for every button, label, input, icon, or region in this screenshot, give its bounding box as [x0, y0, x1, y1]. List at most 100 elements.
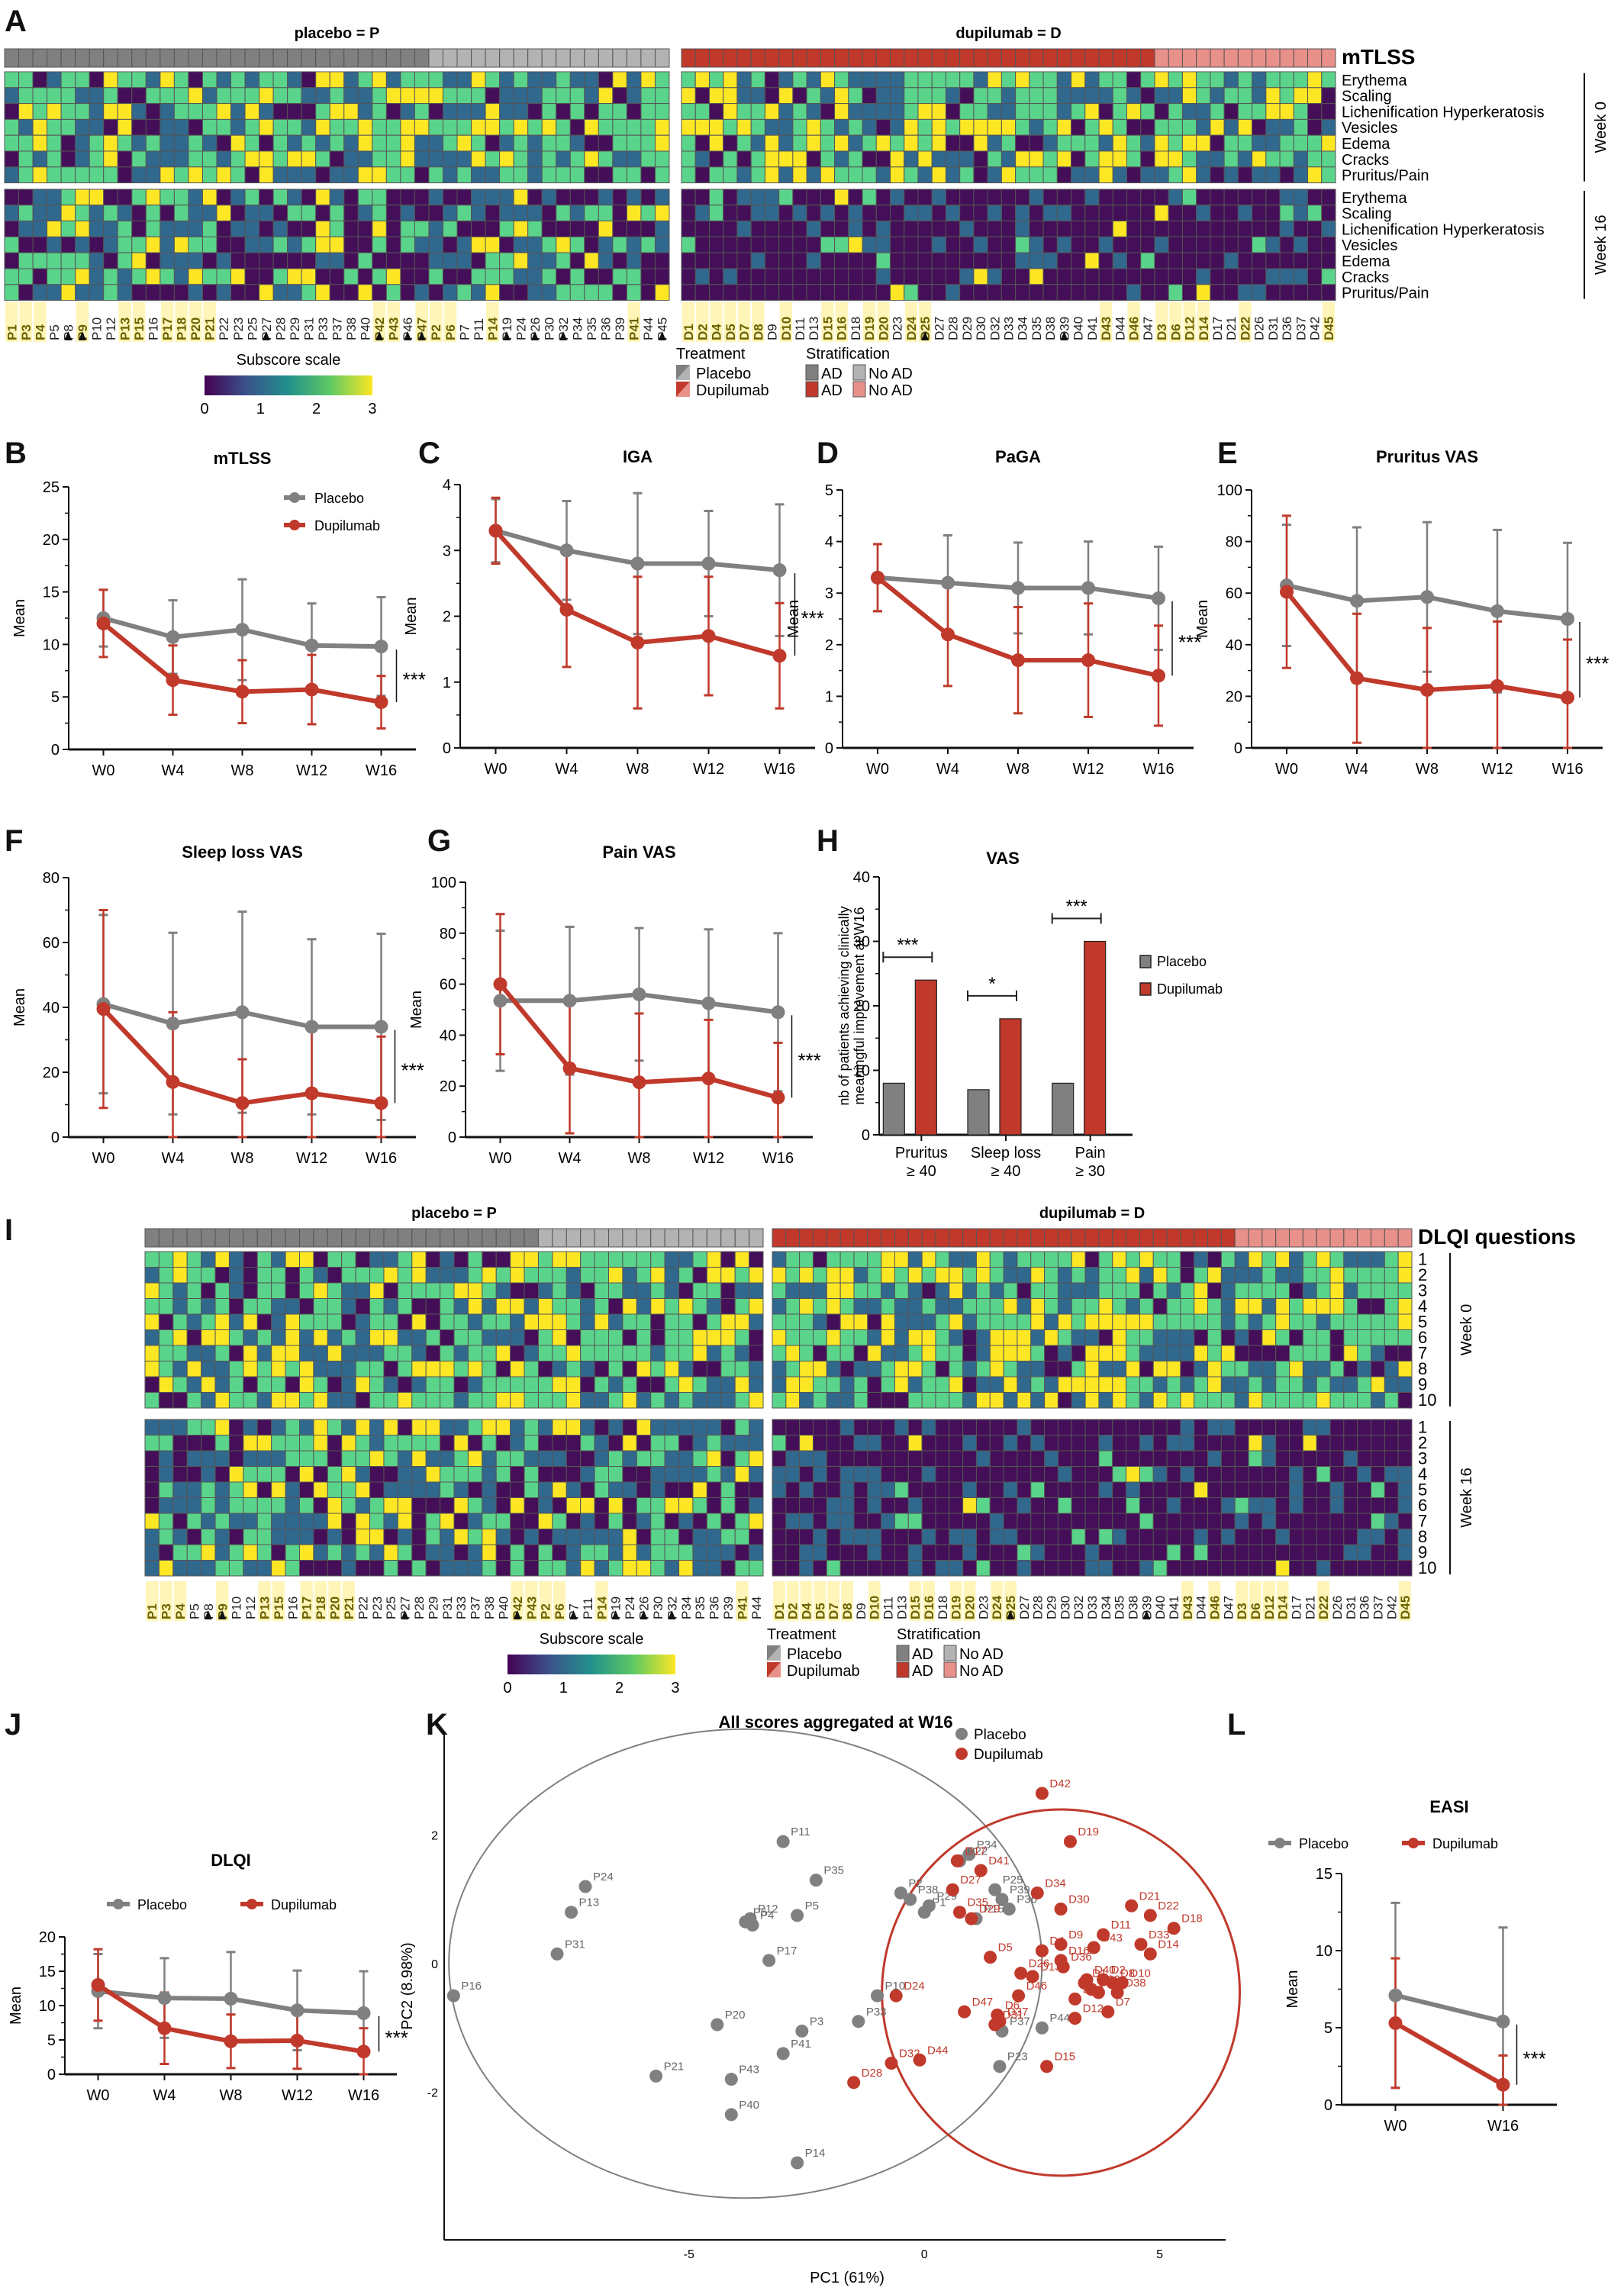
heatmap-cell	[299, 1267, 314, 1284]
heatmap-cell	[1181, 134, 1197, 152]
heatmap-cell	[369, 1329, 385, 1346]
heatmap-cell	[734, 1376, 750, 1393]
heatmap-cell	[1000, 150, 1017, 168]
y-tick-label: 40	[853, 869, 870, 886]
heatmap-cell	[812, 1497, 827, 1514]
panel-letter-g: G	[427, 824, 452, 858]
heatmap-cell	[1029, 221, 1044, 237]
y-tick-label: 20	[39, 1929, 56, 1946]
heatmap-cell	[1384, 1560, 1399, 1577]
heatmap-cell	[580, 1481, 595, 1498]
heatmap-cell	[272, 71, 288, 89]
heatmap-cell	[1000, 134, 1017, 152]
heatmap-cell	[315, 71, 330, 89]
heatmap-cell	[1265, 134, 1281, 152]
heatmap-cell	[372, 166, 387, 184]
heatmap-cell	[636, 1544, 652, 1561]
marker-arrow-icon	[404, 331, 412, 340]
heatmap-cell	[228, 1313, 244, 1330]
heatmap-cell	[158, 1481, 174, 1498]
id-highlight	[595, 1581, 608, 1621]
heatmap-cell	[569, 87, 585, 105]
heatmap-cell	[158, 1267, 174, 1284]
data-point-dupilumab	[1068, 2012, 1082, 2025]
heatmap-cell	[1220, 1419, 1236, 1436]
heatmap-cell	[117, 103, 133, 120]
panel-letter-l: L	[1227, 1708, 1246, 1742]
point-label: P21	[664, 2060, 685, 2073]
heatmap-cell	[355, 1361, 371, 1378]
heatmap-cell	[1017, 1313, 1032, 1330]
heatmap-cell	[1003, 1529, 1018, 1545]
patient-id-label: P39	[721, 1597, 736, 1619]
stratification-cell	[820, 48, 836, 68]
heatmap-cell	[1210, 268, 1225, 285]
series-line-dupilumab	[1394, 2021, 1504, 2087]
stratification-cell	[440, 1228, 455, 1248]
heatmap-cell	[1223, 134, 1239, 152]
marker-arrow-icon	[668, 1610, 676, 1619]
heatmap-cell	[1237, 118, 1253, 136]
heatmap-cell	[1126, 1497, 1140, 1514]
heatmap-cell	[1098, 205, 1113, 222]
heatmap-cell	[400, 87, 415, 105]
heatmap-cell	[750, 284, 765, 301]
heatmap-cell	[527, 134, 543, 152]
heatmap-cell	[173, 118, 189, 136]
heatmap-cell	[867, 1282, 882, 1299]
heatmap-cell	[1207, 1298, 1222, 1315]
legend-label: Placebo	[1157, 954, 1207, 969]
stratification-cell	[301, 48, 317, 68]
heatmap-cell	[467, 1376, 483, 1393]
heatmap-cell	[369, 1450, 385, 1467]
heatmap-cell	[1248, 1313, 1263, 1330]
heatmap-cell	[510, 1361, 525, 1378]
heatmap-cell	[201, 284, 218, 301]
heatmap-cell	[201, 71, 218, 89]
patient-id-label: D31	[1266, 317, 1281, 340]
heatmap-cell	[456, 150, 472, 168]
heatmap-cell	[935, 1513, 950, 1529]
heatmap-cell	[1126, 221, 1142, 237]
heatmap-cell	[1194, 1466, 1209, 1483]
heatmap-cell	[764, 166, 780, 184]
heatmap-cell	[935, 1329, 950, 1346]
heatmap-cell	[1098, 1345, 1113, 1361]
heatmap-cell	[1262, 1419, 1277, 1436]
patient-id-label: P45	[656, 317, 670, 340]
stratification-cell	[875, 48, 891, 68]
heatmap-cell	[214, 1450, 230, 1467]
heatmap-cell	[584, 87, 599, 105]
heatmap-cell	[584, 118, 599, 136]
heatmap-cell	[778, 87, 794, 105]
heatmap-cell	[1248, 1560, 1263, 1577]
heatmap-cell	[341, 1466, 356, 1483]
heatmap-cell	[256, 1251, 272, 1268]
heatmap-cell	[1029, 71, 1044, 89]
heatmap-cell	[962, 1329, 977, 1346]
heatmap-cell	[931, 236, 946, 253]
heatmap-cell	[271, 1450, 286, 1467]
y-tick-label: 20	[43, 1065, 60, 1081]
heatmap-cell	[256, 1560, 272, 1577]
heatmap-cell	[485, 71, 501, 89]
bar-dupilumab	[914, 979, 937, 1136]
heatmap-cell	[917, 221, 933, 237]
data-point-placebo	[776, 1835, 790, 1848]
heatmap-cell	[1210, 150, 1225, 168]
stratification-cell	[216, 48, 232, 68]
heatmap-cell	[453, 1376, 469, 1393]
heatmap-cell	[975, 1361, 991, 1378]
heatmap-cell	[1343, 1450, 1358, 1467]
y-tick-label: 80	[440, 926, 456, 942]
heatmap-cell	[456, 221, 472, 237]
heatmap-cell	[975, 1376, 991, 1393]
heatmap-cell	[1071, 188, 1086, 206]
heatmap-cell	[1029, 134, 1044, 152]
heatmap-cell	[1210, 134, 1225, 152]
heatmap-cell	[1371, 1435, 1385, 1452]
heatmap-cell	[1112, 284, 1127, 301]
heatmap-cell	[664, 1481, 680, 1498]
heatmap-cell	[1237, 268, 1253, 285]
heatmap-cell	[186, 1497, 202, 1514]
